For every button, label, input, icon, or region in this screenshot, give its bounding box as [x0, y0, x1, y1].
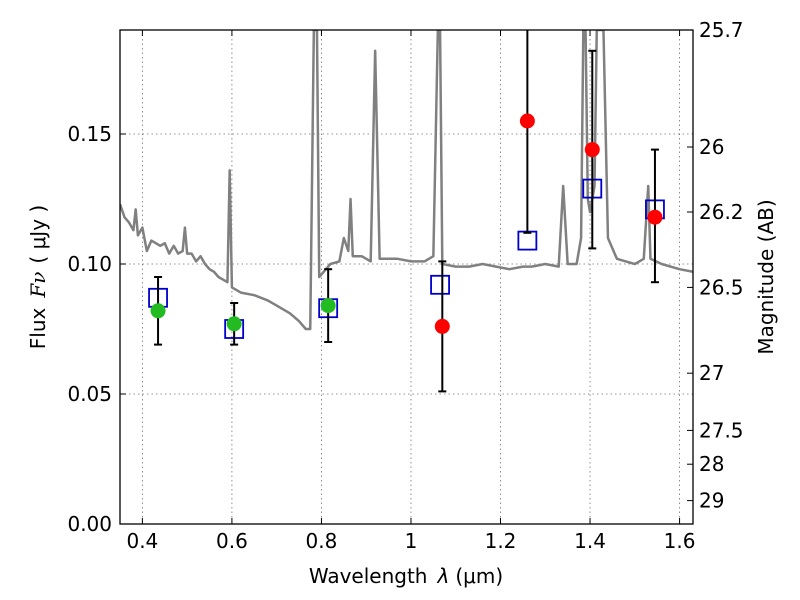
data-point [647, 209, 663, 225]
y2-tick-label: 26.5 [699, 275, 744, 299]
model-photometry-square [517, 230, 538, 251]
y2-tick-label: 27 [699, 361, 724, 385]
y-tick-label: 0.10 [67, 252, 112, 276]
x-tick-label: 0.8 [306, 529, 338, 553]
y2-tick-label: 29 [699, 489, 724, 513]
y-tick-label: 0.15 [67, 122, 112, 146]
data-point [150, 303, 166, 319]
spectrum-line [120, 30, 693, 331]
y-tick-label: 0.05 [67, 382, 112, 406]
y-axis-left: 0.00 0.05 0.10 0.15 [67, 122, 126, 536]
plot-area [120, 30, 693, 393]
x-tick-label: 0.6 [216, 529, 248, 553]
y2-tick-label: 28 [699, 452, 724, 476]
model-photometry-square [430, 274, 450, 295]
data-point [320, 298, 336, 314]
y-tick-label: 0.00 [67, 512, 112, 536]
x-tick-label: 0.4 [126, 529, 158, 553]
data-point [434, 318, 450, 334]
y2-axis-title: Magnitude (AB) [754, 199, 778, 354]
data-point [584, 142, 600, 158]
data-point [226, 316, 242, 332]
plot-frame [119, 29, 694, 525]
x-tick-label: 1.2 [485, 529, 517, 553]
data-point [519, 113, 535, 129]
y-axis-title: FluxFν( μJy ) [26, 205, 50, 349]
y-axis-right: 25.7 26 26.2 26.5 27 27.5 28 29 [687, 18, 744, 513]
x-axis-title: Wavelength λ (μm) [309, 564, 503, 588]
x-tick-label: 1.6 [664, 529, 696, 553]
y2-tick-label: 27.5 [699, 418, 744, 442]
y2-tick-label: 26 [699, 135, 724, 159]
x-tick-label: 1 [405, 529, 418, 553]
y2-tick-label: 25.7 [699, 18, 744, 42]
x-tick-label: 1.4 [574, 529, 606, 553]
x-axis: 0.4 0.6 0.8 1 1.2 1.4 1.6 [126, 30, 695, 553]
grid [120, 30, 693, 524]
y2-tick-label: 26.2 [699, 200, 744, 224]
